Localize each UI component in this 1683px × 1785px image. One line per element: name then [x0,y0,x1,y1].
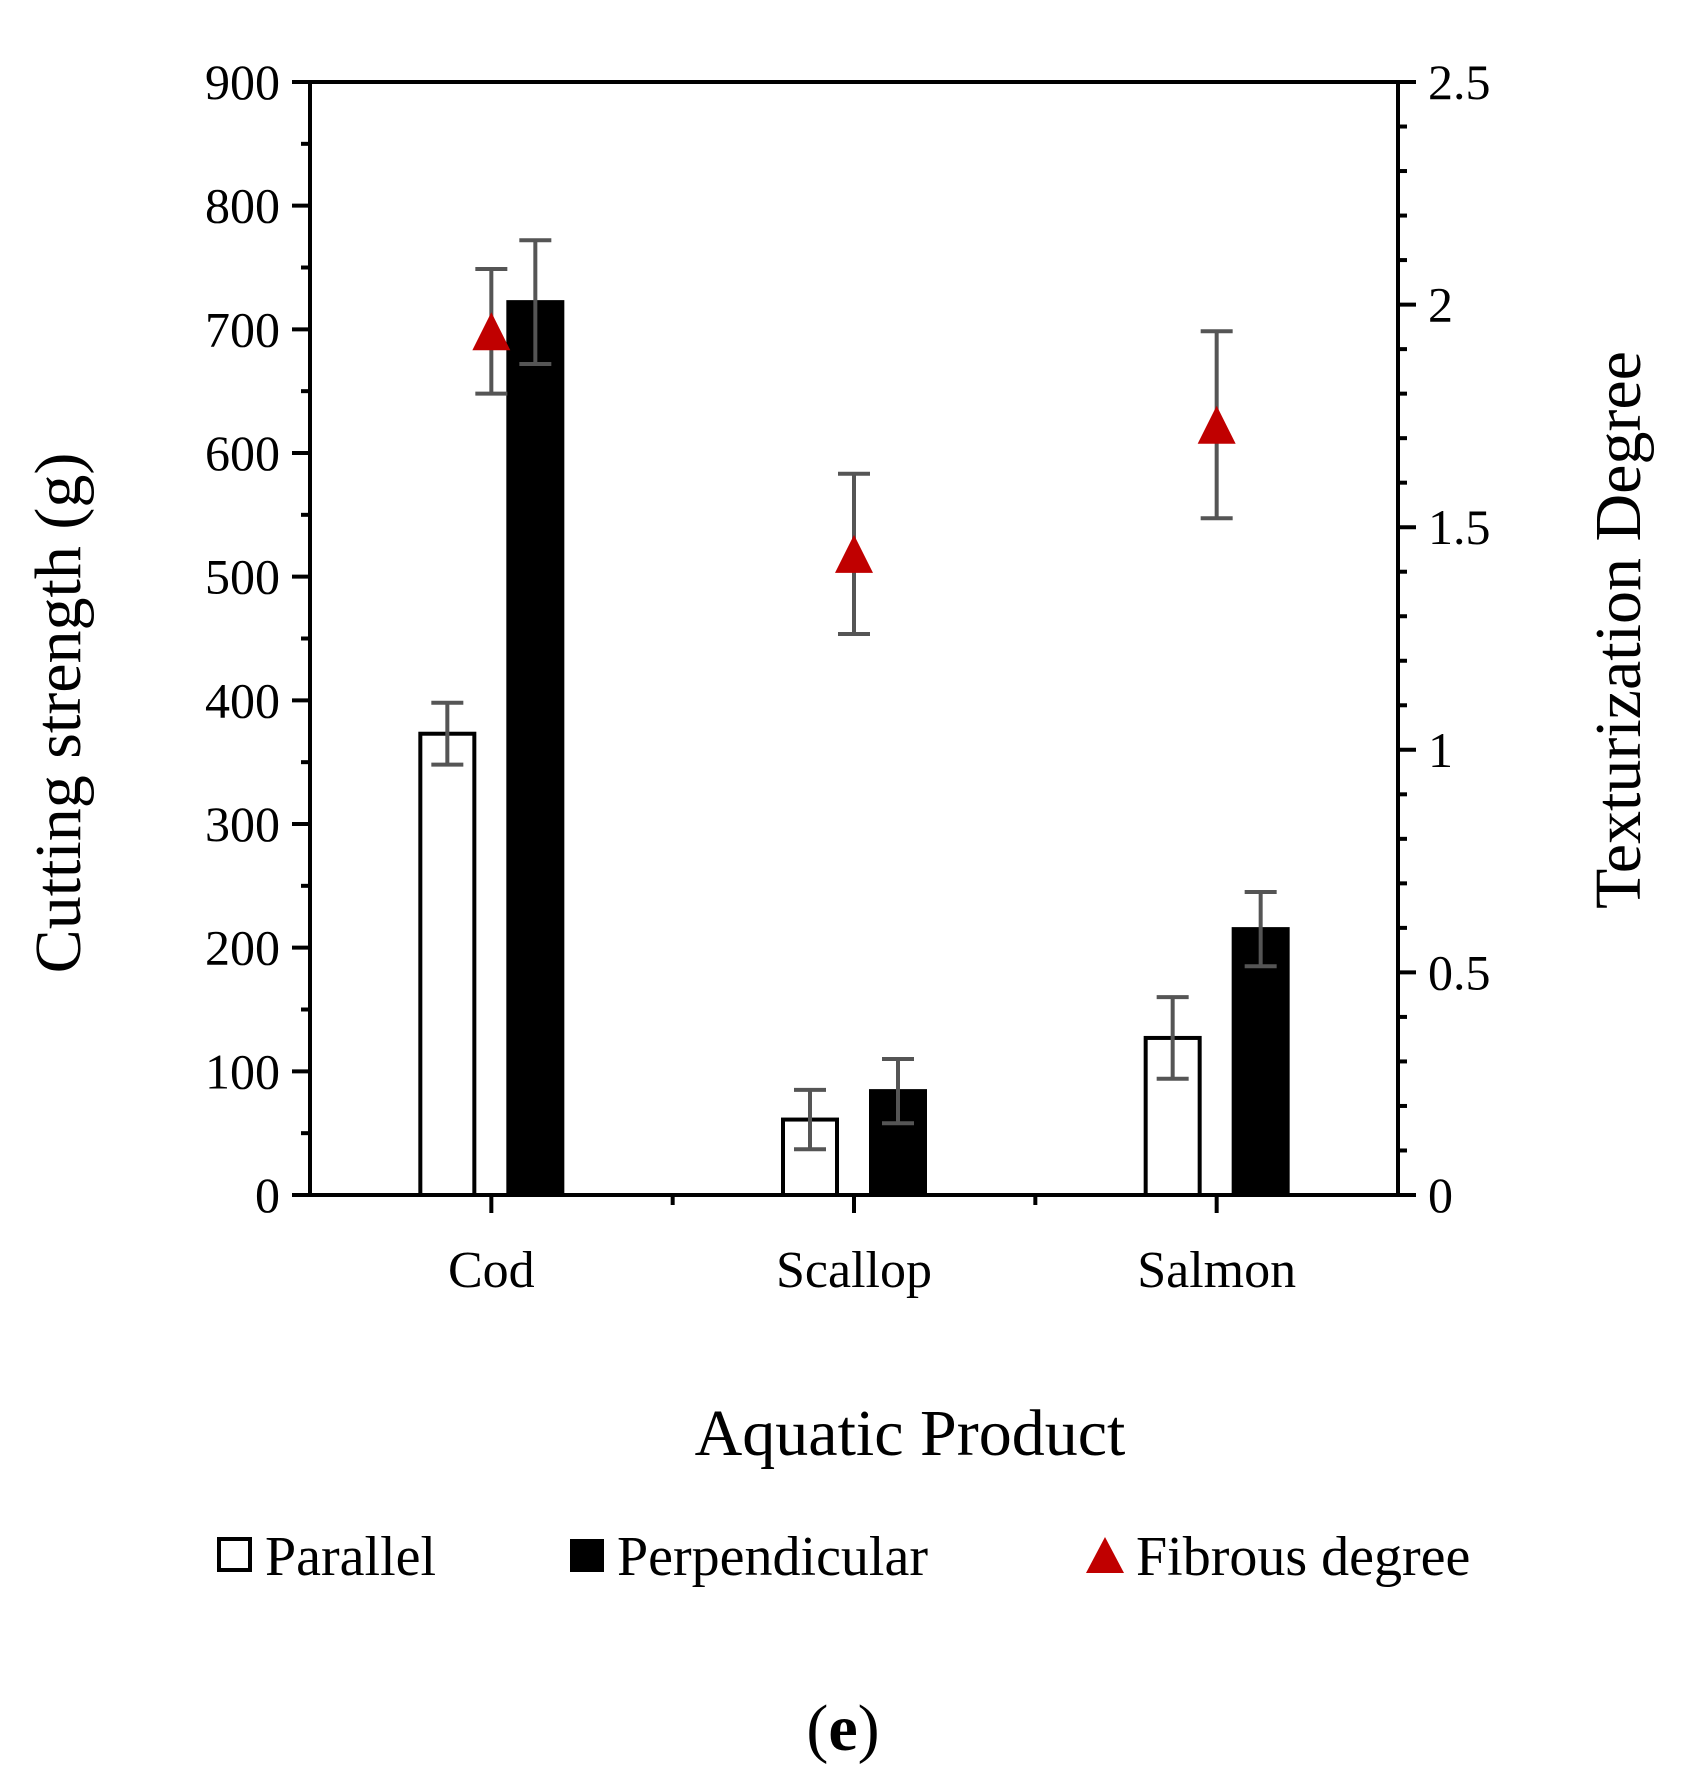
y2-tick-label: 1.5 [1428,499,1491,555]
y-tick-label: 300 [205,796,280,852]
marker-fibrous-degree-cod [472,312,511,351]
y2-tick-label: 2.5 [1428,54,1491,110]
y-tick-label: 600 [205,425,280,481]
panel-label-letter: e [828,1692,857,1765]
y-tick-label: 900 [205,54,280,110]
panel-label: (e) [806,1692,879,1765]
panel-label-close: ) [858,1692,880,1765]
y2-tick-label: 2 [1428,277,1453,333]
y2-axis-title: Texturization Degree [1582,351,1655,909]
legend-swatch-fibrous-degree [1086,1537,1124,1573]
y-tick-label: 800 [205,178,280,234]
bar-perpendicular-salmon [1231,927,1290,1197]
x-tick-label-scallop: Scallop [776,1242,932,1299]
y-tick-label: 400 [205,672,280,728]
bar-parallel-scallop [781,1117,839,1198]
x-axis-title: Aquatic Product [695,1397,1126,1470]
bar-parallel-salmon [1143,1035,1202,1198]
legend-label-fibrous-degree: Fibrous degree [1136,1526,1470,1588]
chart-marks [418,238,1290,1198]
y2-tick-label: 1 [1428,722,1453,778]
legend-swatch-parallel [217,1537,252,1572]
x-tick-label-salmon: Salmon [1137,1242,1296,1299]
y2-tick-label: 0.5 [1428,944,1491,1000]
y-tick-label: 500 [205,549,280,605]
x-tick-label-cod: Cod [448,1242,535,1299]
y-tick-label: 100 [205,1043,280,1099]
panel-label-open: ( [806,1692,828,1765]
y-tick-label: 200 [205,920,280,976]
legend-swatch-perpendicular [570,1539,604,1572]
y2-tick-label: 0 [1428,1167,1453,1223]
legend: Parallel Perpendicular Fibrous degree [217,1526,1470,1588]
legend-label-perpendicular: Perpendicular [617,1526,928,1588]
legend-label-parallel: Parallel [265,1526,436,1588]
y-tick-label: 0 [255,1167,280,1223]
bar-perpendicular-cod [506,300,565,1198]
marker-fibrous-degree-scallop [835,534,873,573]
y-tick-label: 700 [205,301,280,357]
y-axis-title: Cutting strength (g) [22,453,95,974]
marker-fibrous-degree-salmon [1197,405,1236,444]
chart-ticks: 0 100 200 300 400 500 600 700 800 900 0 0.5 1 1.5 2 2.5… [205,54,1491,1299]
bar-parallel-cod [418,731,477,1197]
